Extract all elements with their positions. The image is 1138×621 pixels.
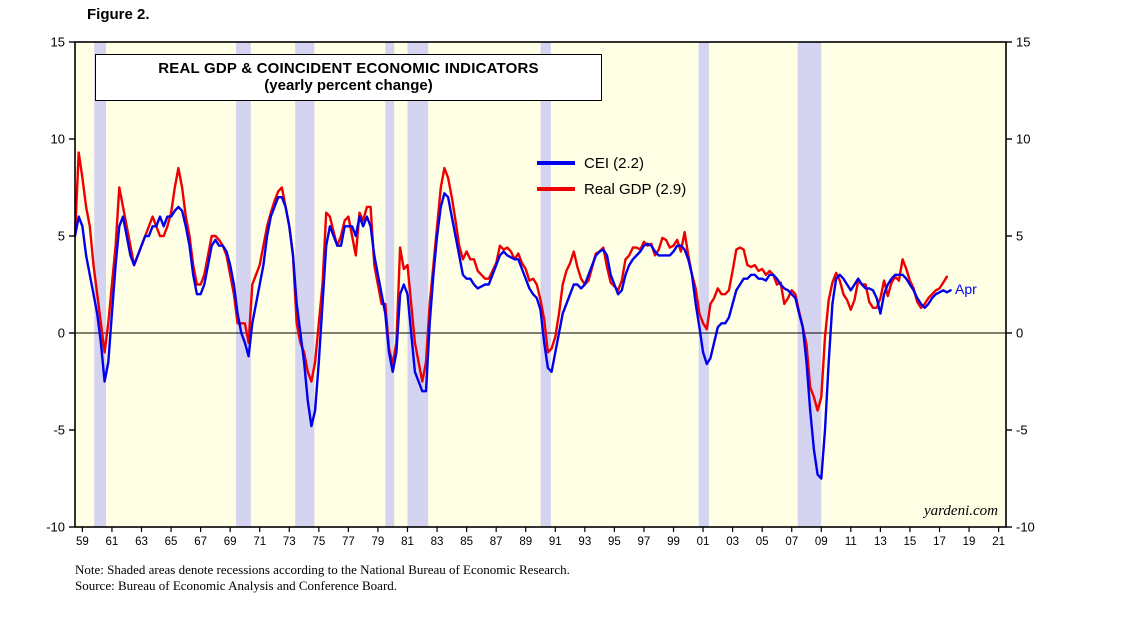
svg-text:-10: -10 (1016, 520, 1035, 535)
watermark: yardeni.com (923, 503, 998, 519)
svg-text:10: 10 (51, 132, 65, 147)
svg-text:81: 81 (401, 536, 414, 548)
svg-text:5: 5 (1016, 229, 1023, 244)
svg-text:95: 95 (608, 536, 621, 548)
svg-text:21: 21 (992, 536, 1005, 548)
svg-text:15: 15 (1016, 35, 1030, 50)
legend-item-cei: CEI (2.2) (537, 150, 686, 176)
notes: Note: Shaded areas denote recessions acc… (75, 562, 570, 595)
svg-text:87: 87 (490, 536, 503, 548)
svg-text:5: 5 (58, 229, 65, 244)
svg-text:19: 19 (963, 536, 976, 548)
svg-text:11: 11 (845, 536, 857, 548)
legend: CEI (2.2) Real GDP (2.9) (537, 150, 686, 202)
svg-text:15: 15 (51, 35, 65, 50)
svg-text:75: 75 (312, 536, 325, 548)
svg-text:69: 69 (224, 536, 237, 548)
svg-text:83: 83 (431, 536, 444, 548)
svg-text:07: 07 (785, 536, 798, 548)
svg-text:73: 73 (283, 536, 296, 548)
note-text: Note: Shaded areas denote recessions acc… (75, 562, 570, 577)
svg-text:65: 65 (165, 536, 178, 548)
svg-text:-5: -5 (53, 423, 65, 438)
svg-text:67: 67 (194, 536, 207, 548)
cei-line-swatch (537, 161, 575, 165)
svg-text:93: 93 (578, 536, 591, 548)
svg-text:17: 17 (933, 536, 946, 548)
svg-text:71: 71 (253, 536, 266, 548)
source-text: Source: Bureau of Economic Analysis and … (75, 578, 398, 594)
figure-label: Figure 2. (87, 6, 150, 23)
svg-text:09: 09 (815, 536, 828, 548)
svg-text:89: 89 (519, 536, 532, 548)
svg-text:85: 85 (460, 536, 473, 548)
svg-text:-5: -5 (1016, 423, 1028, 438)
legend-item-gdp: Real GDP (2.9) (537, 176, 686, 202)
svg-text:13: 13 (874, 536, 887, 548)
svg-text:63: 63 (135, 536, 148, 548)
svg-text:01: 01 (697, 536, 710, 548)
chart-subtitle: (yearly percent change) (264, 77, 433, 94)
svg-text:99: 99 (667, 536, 680, 548)
svg-text:59: 59 (76, 536, 89, 548)
svg-text:-10: -10 (46, 520, 65, 535)
legend-label-gdp: Real GDP (2.9) (584, 180, 687, 198)
svg-text:79: 79 (372, 536, 385, 548)
svg-text:91: 91 (549, 536, 562, 548)
chart-title-box: REAL GDP & COINCIDENT ECONOMIC INDICATOR… (95, 54, 602, 101)
svg-text:0: 0 (1016, 326, 1023, 341)
svg-text:77: 77 (342, 536, 355, 548)
gdp-line-swatch (537, 187, 575, 191)
svg-text:61: 61 (106, 536, 119, 548)
chart-title: REAL GDP & COINCIDENT ECONOMIC INDICATOR… (158, 60, 539, 77)
svg-text:15: 15 (904, 536, 917, 548)
svg-text:97: 97 (638, 536, 651, 548)
svg-text:03: 03 (726, 536, 739, 548)
svg-text:10: 10 (1016, 132, 1030, 147)
svg-text:05: 05 (756, 536, 769, 548)
svg-text:0: 0 (58, 326, 65, 341)
chart-svg: 15 15 10 10 5 5 0 0 -5 -5 -10 -10 59 61 63 65 67 69 71 73 75… (46, 35, 1035, 549)
legend-label-cei: CEI (2.2) (584, 154, 645, 172)
apr-annotation: Apr (955, 281, 977, 298)
